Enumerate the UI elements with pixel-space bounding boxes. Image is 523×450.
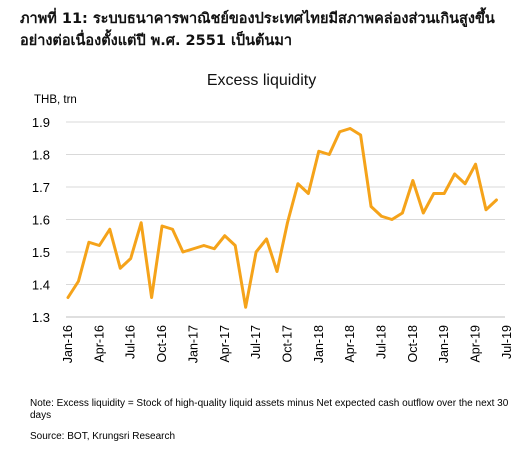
y-tick-label: 1.3: [32, 310, 50, 325]
data-point: [192, 247, 195, 250]
x-tick-label: Apr-18: [343, 325, 357, 363]
data-point: [484, 208, 488, 211]
data-point: [77, 280, 80, 283]
data-point: [463, 182, 467, 185]
y-tick-label: 1.5: [32, 245, 50, 260]
data-point: [411, 179, 415, 182]
x-tick-label: Apr-17: [218, 325, 232, 363]
data-point: [338, 130, 341, 133]
data-point: [87, 241, 91, 244]
x-tick-label: Jan-19: [437, 325, 451, 363]
y-tick-label: 1.4: [32, 278, 50, 293]
x-tick-label: Jul-16: [124, 325, 138, 359]
x-tick-label: Jan-16: [61, 325, 75, 363]
data-point: [390, 218, 394, 221]
x-tick-label: Jul-18: [375, 325, 389, 359]
data-point: [474, 163, 477, 166]
y-tick-label: 1.6: [32, 213, 50, 228]
data-point: [380, 215, 383, 218]
x-tick-label: Oct-16: [155, 325, 169, 363]
footnote: Note: Excess liquidity = Stock of high-q…: [30, 398, 509, 421]
x-tick-label: Jul-19: [500, 325, 514, 359]
x-tick-label: Oct-18: [406, 325, 420, 363]
y-tick-labels: 1.3 1.4 1.5 1.6 1.7 1.8 1.9: [32, 115, 50, 325]
data-point: [275, 270, 279, 273]
data-point: [98, 244, 101, 247]
data-point: [453, 172, 456, 176]
x-tick-label: Oct-17: [280, 325, 294, 363]
data-point: [495, 198, 498, 202]
data-point: [160, 224, 164, 228]
x-tick-label: Jul-17: [249, 325, 263, 359]
series-line: [66, 127, 498, 309]
data-point: [181, 250, 185, 254]
data-point: [108, 228, 112, 231]
data-point: [422, 211, 425, 215]
data-point: [66, 296, 70, 299]
data-point: [265, 237, 268, 241]
y-tick-label: 1.9: [32, 115, 50, 130]
data-point: [348, 127, 352, 130]
data-point: [286, 221, 289, 224]
data-point: [244, 306, 247, 309]
y-tick-label: 1.8: [32, 148, 50, 163]
y-tick-label: 1.7: [32, 180, 50, 195]
data-point: [171, 228, 174, 231]
data-point: [369, 205, 373, 208]
grid-lines: [66, 121, 505, 285]
data-point: [213, 247, 216, 250]
y-axis-unit-label: THB, trn: [34, 94, 77, 106]
data-point: [296, 182, 300, 185]
data-point: [202, 244, 206, 247]
x-tick-labels: Jan-16 Apr-16 Jul-16 Oct-16 Jan-17 Apr-17 Jul-…: [61, 325, 514, 363]
data-point: [119, 267, 122, 270]
series-excess-liquidity: [66, 127, 498, 309]
data-point: [317, 150, 320, 153]
data-point: [129, 257, 132, 260]
data-point: [328, 153, 331, 156]
data-point: [443, 192, 446, 195]
data-point: [359, 133, 362, 137]
data-point: [223, 234, 226, 237]
x-tick-label: Apr-19: [469, 325, 483, 363]
data-point: [432, 192, 435, 195]
data-point: [401, 211, 404, 215]
source-note: Source: BOT, Krungsri Research: [30, 431, 176, 442]
x-tick-label: Apr-16: [92, 325, 106, 363]
x-tick-label: Jan-17: [186, 325, 200, 363]
data-point: [150, 296, 153, 299]
data-point: [307, 192, 310, 195]
data-point: [254, 250, 258, 254]
figure-title: ภาพที่ 11: ระบบธนาคารพาณิชย์ของประเทศไทย…: [20, 11, 495, 49]
data-point: [234, 244, 237, 247]
chart-title: Excess liquidity: [206, 72, 317, 89]
x-tick-label: Jan-18: [312, 325, 326, 363]
data-point: [139, 221, 143, 224]
